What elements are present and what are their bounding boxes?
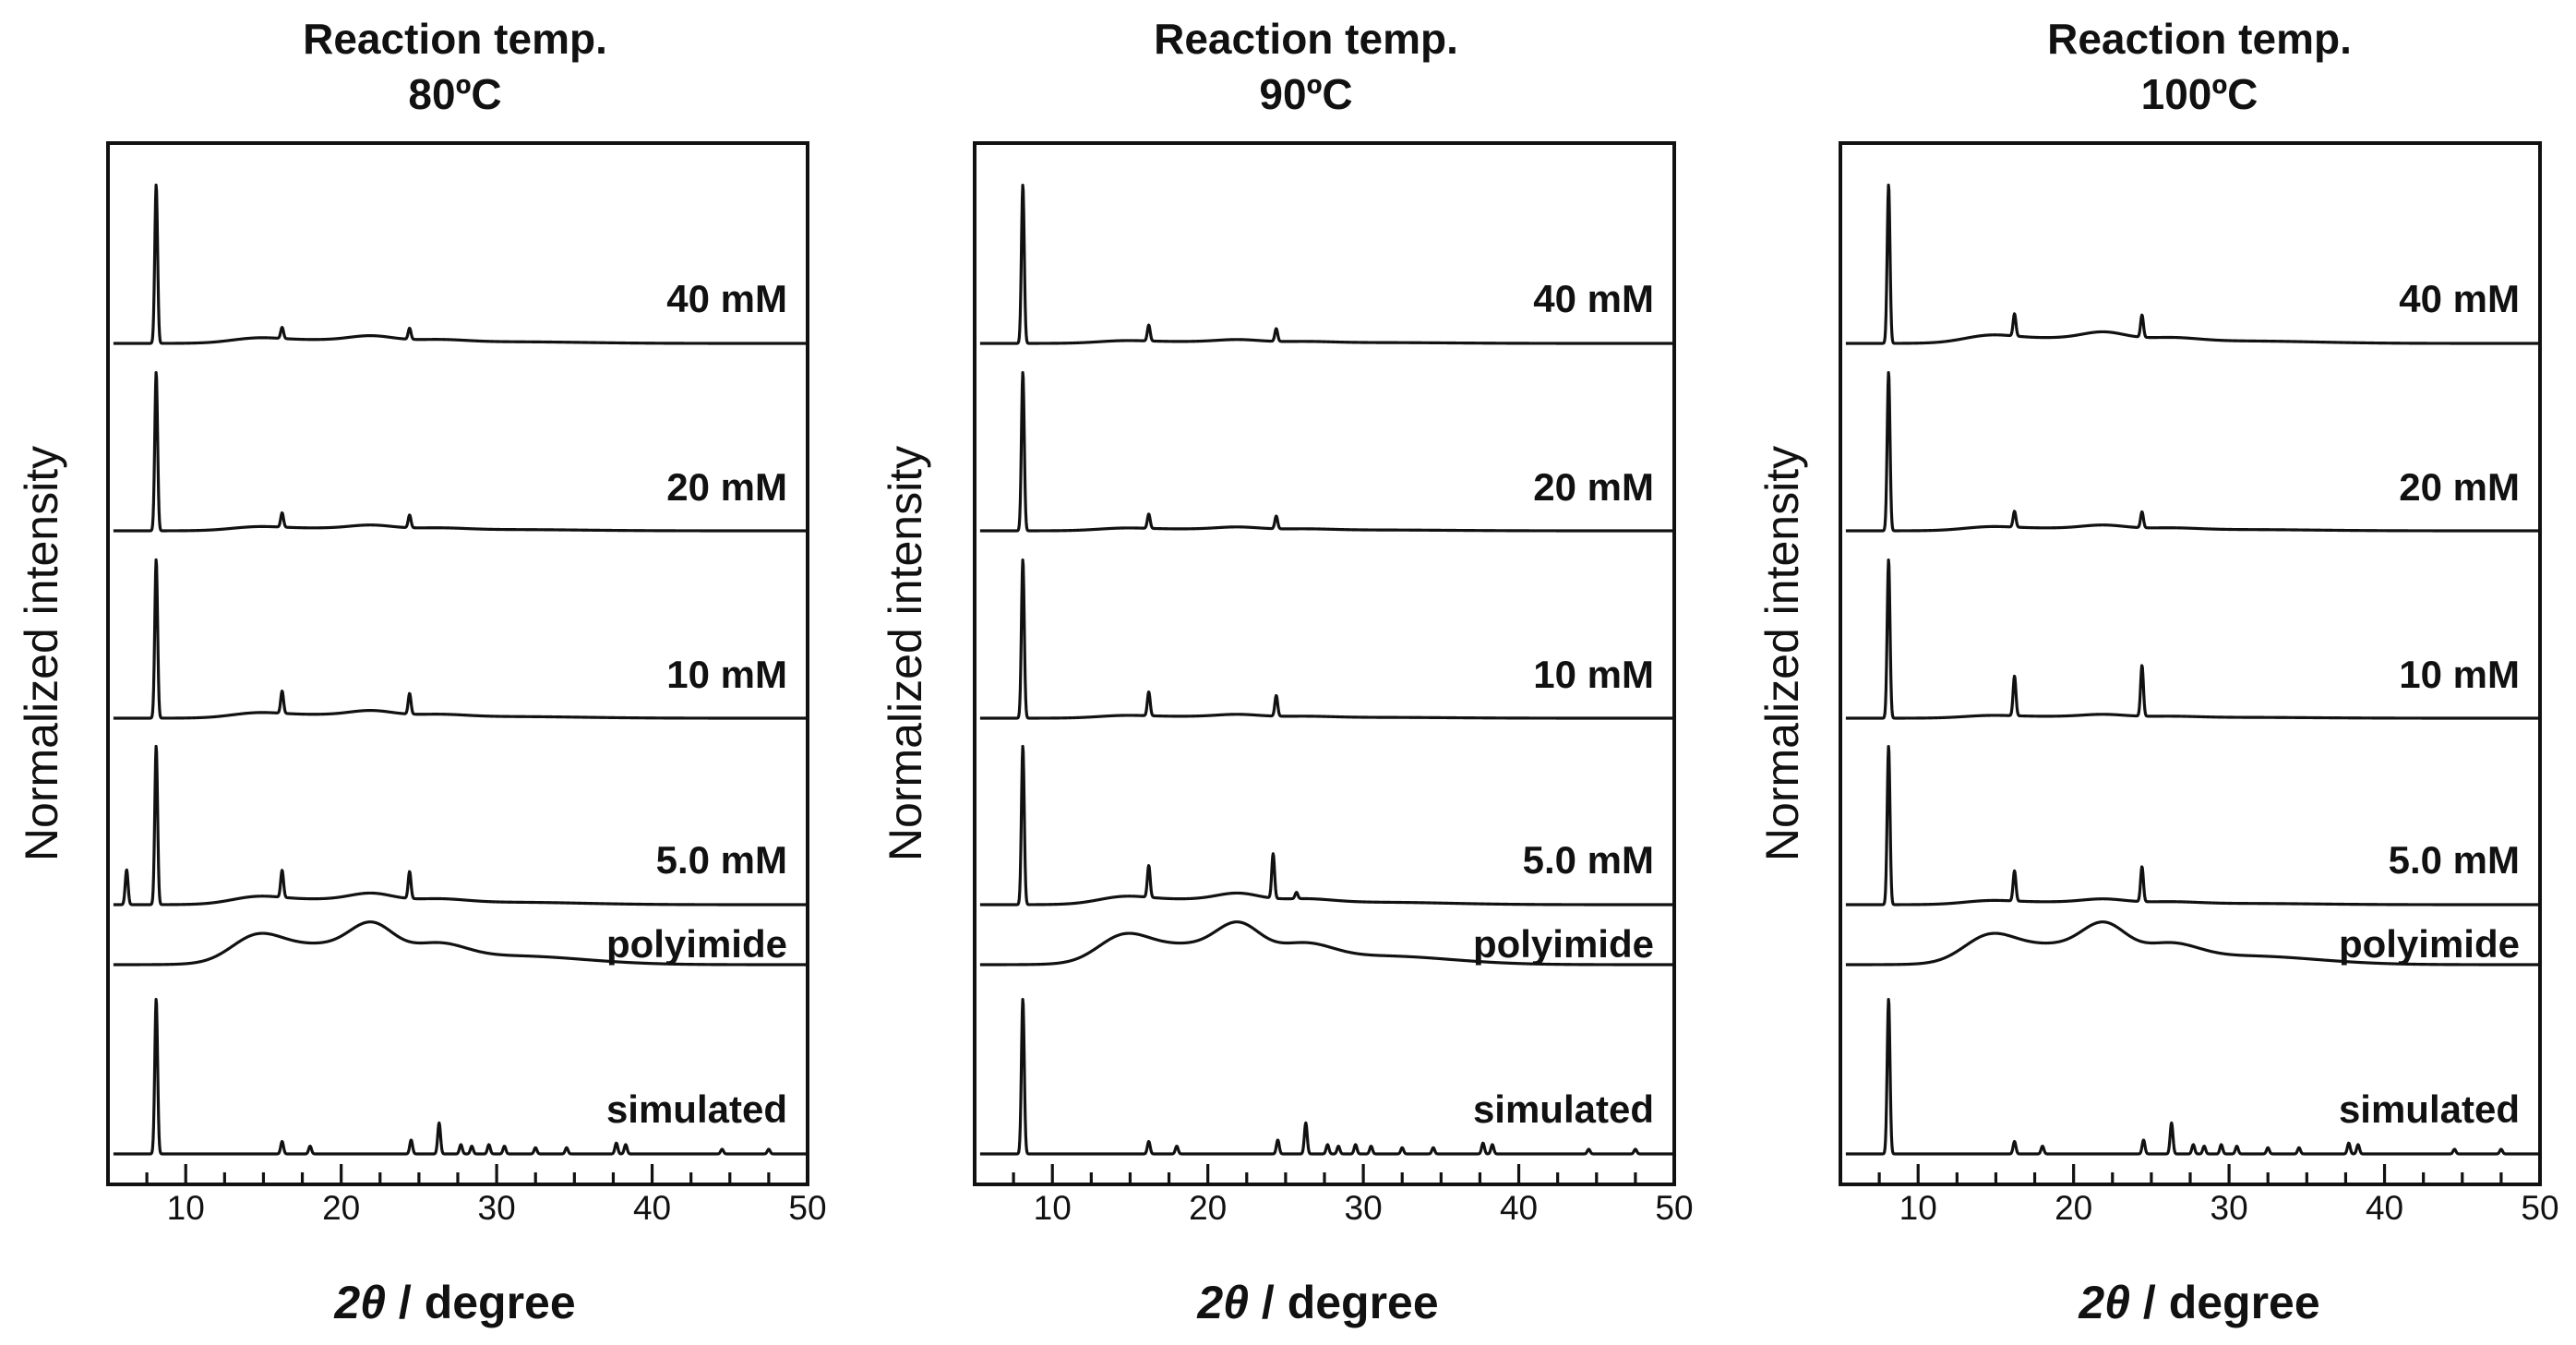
x-axis-label-theta: 2θ bbox=[2078, 1277, 2130, 1328]
trace-40-mm bbox=[112, 183, 809, 345]
trace-simulated bbox=[978, 997, 1676, 1156]
x-tick-label: 10 bbox=[1899, 1189, 1937, 1227]
trace-simulated bbox=[1844, 997, 2542, 1156]
trace-simulated bbox=[112, 997, 809, 1156]
trace-label: simulated bbox=[1473, 1087, 1654, 1131]
trace-5-0-mm bbox=[978, 744, 1676, 907]
x-tick-label: 30 bbox=[2211, 1189, 2248, 1227]
panel-title-line2: 90ºC bbox=[1259, 70, 1352, 118]
x-tick-label: 10 bbox=[1034, 1189, 1072, 1227]
trace-label: 20 mM bbox=[2399, 465, 2520, 509]
y-axis-label: Normalized intensity bbox=[16, 446, 67, 861]
x-tick-label: 30 bbox=[478, 1189, 516, 1227]
trace-20-mm bbox=[978, 370, 1676, 533]
trace-10-mm bbox=[1844, 558, 2542, 720]
x-axis-label-theta: 2θ bbox=[333, 1277, 386, 1328]
trace-label: simulated bbox=[2339, 1087, 2520, 1131]
trace-20-mm bbox=[1844, 370, 2542, 533]
x-axis-label-theta: 2θ bbox=[1196, 1277, 1249, 1328]
plot-area: 10 20 30 40 50 40 mM 20 mM 10 mM 5.0 mM polyimide… bbox=[1839, 141, 2559, 1227]
trace-label: 5.0 mM bbox=[1523, 838, 1654, 882]
plot-area: 10 20 30 40 50 40 mM 20 mM 10 mM 5.0 mM polyimide… bbox=[106, 141, 827, 1227]
x-tick-label: 10 bbox=[167, 1189, 205, 1227]
panel-title-line1: Reaction temp. bbox=[2047, 15, 2352, 63]
trace-label: 5.0 mM bbox=[2389, 838, 2520, 882]
x-tick-label: 50 bbox=[1655, 1189, 1693, 1227]
trace-label: 5.0 mM bbox=[656, 838, 787, 882]
trace-label: simulated bbox=[606, 1087, 787, 1131]
trace-label: 10 mM bbox=[1533, 653, 1654, 696]
trace-label: 40 mM bbox=[1533, 277, 1654, 320]
panel-90c: Reaction temp. 90ºC Normalized intensity… bbox=[880, 15, 1694, 1328]
x-axis-label-unit: / degree bbox=[386, 1277, 576, 1328]
trace-label: 40 mM bbox=[666, 277, 787, 320]
panel-100c: Reaction temp. 100ºC Normalized intensit… bbox=[1756, 15, 2559, 1328]
trace-label: polyimide bbox=[1473, 922, 1654, 966]
y-axis-label: Normalized intensity bbox=[1756, 446, 1808, 861]
plot-area: 10 20 30 40 50 40 mM 20 mM 10 mM 5.0 mM polyimide… bbox=[973, 141, 1694, 1227]
trace-label: 10 mM bbox=[2399, 653, 2520, 696]
trace-label: polyimide bbox=[606, 922, 787, 966]
trace-10-mm bbox=[978, 558, 1676, 720]
trace-polyimide bbox=[112, 920, 809, 967]
trace-5-0-mm bbox=[1844, 744, 2542, 907]
trace-polyimide bbox=[978, 920, 1676, 967]
trace-polyimide bbox=[1844, 920, 2542, 967]
trace-5-0-mm bbox=[112, 744, 809, 907]
x-tick-label: 20 bbox=[322, 1189, 360, 1227]
trace-label: 20 mM bbox=[1533, 465, 1654, 509]
trace-40-mm bbox=[978, 183, 1676, 345]
trace-20-mm bbox=[112, 370, 809, 533]
x-tick-label: 40 bbox=[1500, 1189, 1538, 1227]
x-axis-label: 2θ / degree bbox=[2078, 1277, 2319, 1328]
x-axis-label: 2θ / degree bbox=[333, 1277, 575, 1328]
x-tick-label: 50 bbox=[788, 1189, 826, 1227]
x-axis-label: 2θ / degree bbox=[1196, 1277, 1438, 1328]
x-tick-label: 40 bbox=[633, 1189, 671, 1227]
x-axis-label-unit: / degree bbox=[2130, 1277, 2320, 1328]
panel-title-line2: 80ºC bbox=[408, 70, 501, 118]
trace-label: 40 mM bbox=[2399, 277, 2520, 320]
trace-10-mm bbox=[112, 558, 809, 720]
panel-title-line1: Reaction temp. bbox=[303, 15, 607, 63]
trace-label: 20 mM bbox=[666, 465, 787, 509]
panel-title-line2: 100ºC bbox=[2141, 70, 2258, 118]
trace-label: polyimide bbox=[2339, 922, 2520, 966]
trace-label: 10 mM bbox=[666, 653, 787, 696]
x-tick-label: 30 bbox=[1345, 1189, 1383, 1227]
x-tick-label: 40 bbox=[2366, 1189, 2403, 1227]
panel-title-line1: Reaction temp. bbox=[1154, 15, 1458, 63]
x-tick-label: 50 bbox=[2521, 1189, 2558, 1227]
y-axis-label: Normalized intensity bbox=[880, 446, 931, 861]
x-tick-label: 20 bbox=[1189, 1189, 1227, 1227]
panel-80c: Reaction temp. 80ºC Normalized intensity… bbox=[16, 15, 827, 1328]
x-axis-label-unit: / degree bbox=[1249, 1277, 1439, 1328]
x-tick-label: 20 bbox=[2055, 1189, 2092, 1227]
trace-40-mm bbox=[1844, 183, 2542, 345]
